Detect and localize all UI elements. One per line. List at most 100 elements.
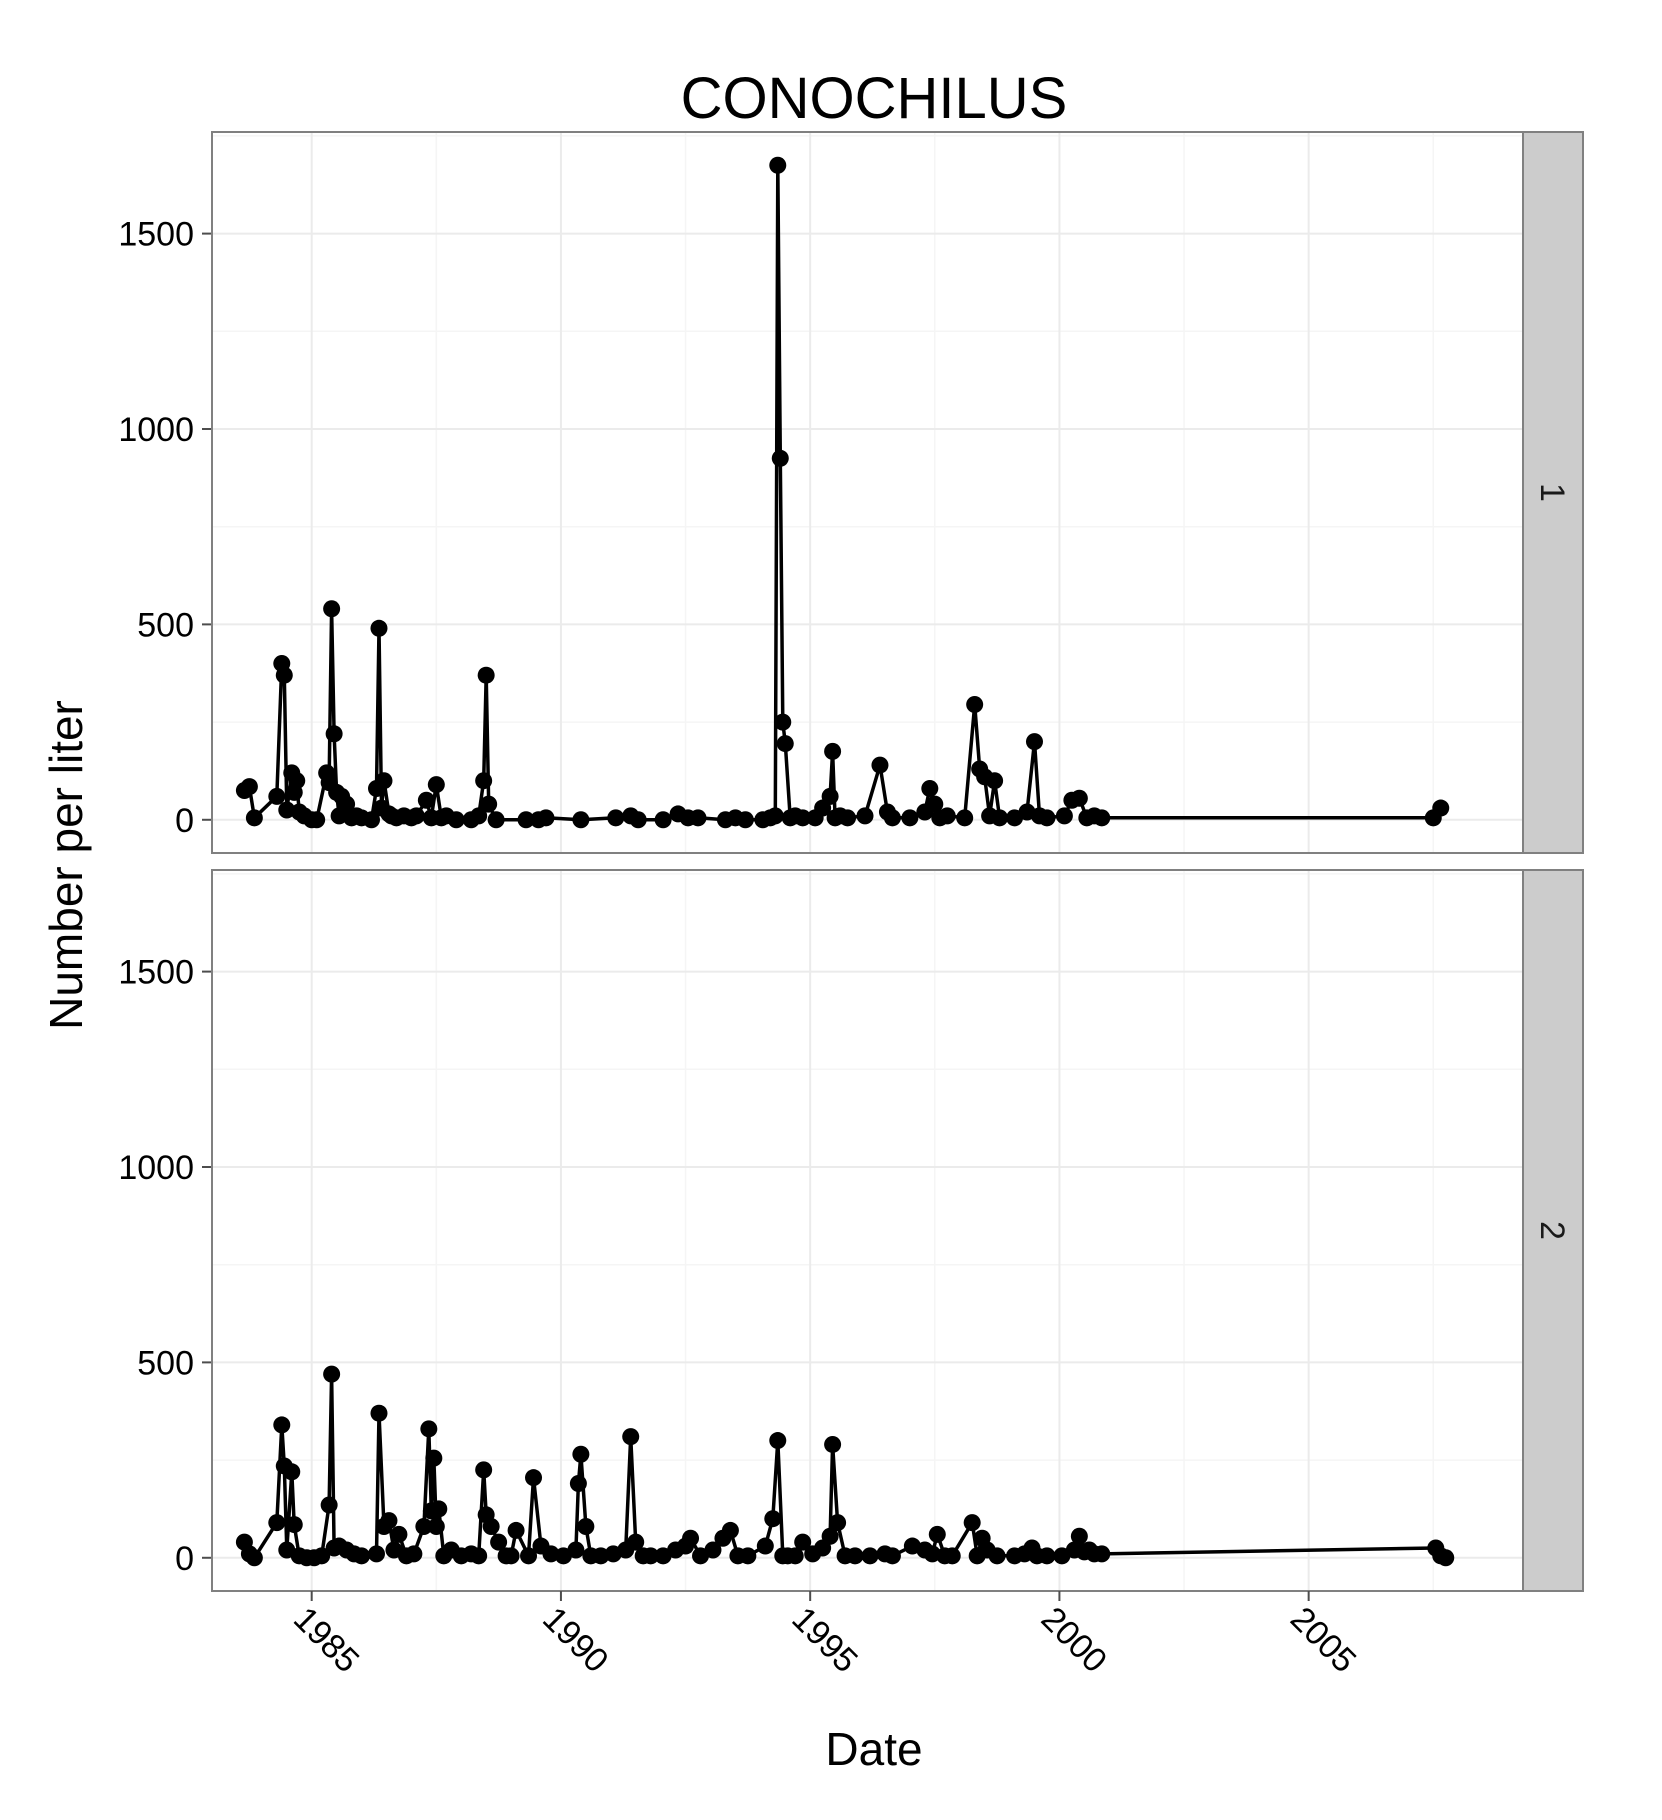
x-tick-label: 2005 <box>1283 1600 1363 1680</box>
data-point <box>370 1404 388 1422</box>
data-point <box>704 1541 722 1559</box>
data-point <box>308 811 326 829</box>
x-tick-label: 1995 <box>785 1600 865 1680</box>
data-point <box>405 1545 423 1563</box>
facet-strip <box>1522 869 1584 1592</box>
data-point <box>654 811 672 829</box>
data-point <box>288 772 306 790</box>
y-tick-label: 1500 <box>118 954 194 992</box>
data-point <box>338 795 356 813</box>
data-point <box>824 1435 842 1453</box>
data-point <box>766 807 784 825</box>
data-point <box>323 600 341 618</box>
data-point <box>1025 733 1043 751</box>
data-point <box>480 795 498 813</box>
data-point <box>607 809 625 827</box>
data-point <box>482 1518 500 1536</box>
data-point <box>629 811 647 829</box>
data-point <box>275 666 293 684</box>
data-point <box>821 1527 839 1545</box>
data-point <box>592 1547 610 1565</box>
data-point <box>407 807 425 825</box>
data-point <box>861 1547 879 1565</box>
data-point <box>240 778 258 796</box>
data-point <box>1093 809 1111 827</box>
data-point <box>375 772 393 790</box>
data-point <box>871 756 889 774</box>
data-point <box>856 807 874 825</box>
data-point <box>577 1518 595 1536</box>
panel-background <box>212 132 1523 853</box>
y-tick-label: 1000 <box>118 1149 194 1187</box>
facet-strip <box>1522 131 1584 854</box>
data-point <box>572 811 590 829</box>
data-point <box>938 807 956 825</box>
data-point <box>430 1500 448 1518</box>
data-point <box>642 1547 660 1565</box>
data-point <box>567 1541 585 1559</box>
data-point <box>786 1547 804 1565</box>
data-point <box>776 735 794 753</box>
panel-2: 0 500 1000 1500 2 <box>118 869 1584 1592</box>
data-point <box>1038 809 1056 827</box>
data-point <box>470 1547 488 1565</box>
data-point <box>846 1547 864 1565</box>
y-tick-label: 1000 <box>118 411 194 449</box>
data-point <box>923 1545 941 1563</box>
data-point <box>839 809 857 827</box>
data-point <box>622 1428 640 1446</box>
data-point <box>477 666 495 684</box>
data-point <box>1038 1547 1056 1565</box>
data-point <box>966 696 984 714</box>
data-point <box>325 725 343 743</box>
data-point <box>470 807 488 825</box>
data-point <box>1437 1549 1455 1567</box>
data-point <box>390 1525 408 1543</box>
data-point <box>771 449 789 467</box>
x-tick-label: 2000 <box>1034 1600 1114 1680</box>
data-point <box>323 1365 341 1383</box>
data-point <box>425 1449 443 1467</box>
data-point <box>520 1547 538 1565</box>
chart-title: CONOCHILUS <box>681 66 1068 131</box>
data-point <box>1055 807 1073 825</box>
data-point <box>986 772 1004 790</box>
data-point <box>525 1469 543 1487</box>
data-point <box>245 1549 263 1567</box>
data-point <box>417 791 435 809</box>
y-tick-label: 0 <box>175 1540 194 1578</box>
data-point <box>883 1547 901 1565</box>
data-point <box>689 809 707 827</box>
data-point <box>769 156 787 174</box>
data-point <box>824 742 842 760</box>
data-point <box>245 809 263 827</box>
x-axis-title: Date <box>825 1723 922 1775</box>
data-point <box>475 772 493 790</box>
data-point <box>821 787 839 805</box>
data-point <box>794 1533 812 1551</box>
y-tick-label: 500 <box>137 1344 194 1382</box>
x-axis-ticks: 1985 1990 1995 2000 2005 <box>286 1591 1363 1680</box>
data-point <box>313 1547 331 1565</box>
data-point <box>721 1521 739 1539</box>
data-point <box>502 1547 520 1565</box>
panels: 0 500 1000 1500 1 0 500 1000 1500 2 <box>118 131 1584 1592</box>
data-point <box>487 811 505 829</box>
data-point <box>273 1416 291 1434</box>
data-point <box>901 809 919 827</box>
panel-1: 0 500 1000 1500 1 <box>118 131 1584 854</box>
data-point <box>1093 1545 1111 1563</box>
data-point <box>427 1518 445 1536</box>
data-point <box>542 1545 560 1563</box>
data-point <box>883 809 901 827</box>
data-point <box>353 1547 371 1565</box>
data-point <box>415 1518 433 1536</box>
data-point <box>829 1514 847 1532</box>
data-point <box>991 809 1009 827</box>
data-point <box>537 809 555 827</box>
data-point <box>739 1547 757 1565</box>
data-point <box>1070 789 1088 807</box>
data-point <box>507 1521 525 1539</box>
data-point <box>283 1463 301 1481</box>
